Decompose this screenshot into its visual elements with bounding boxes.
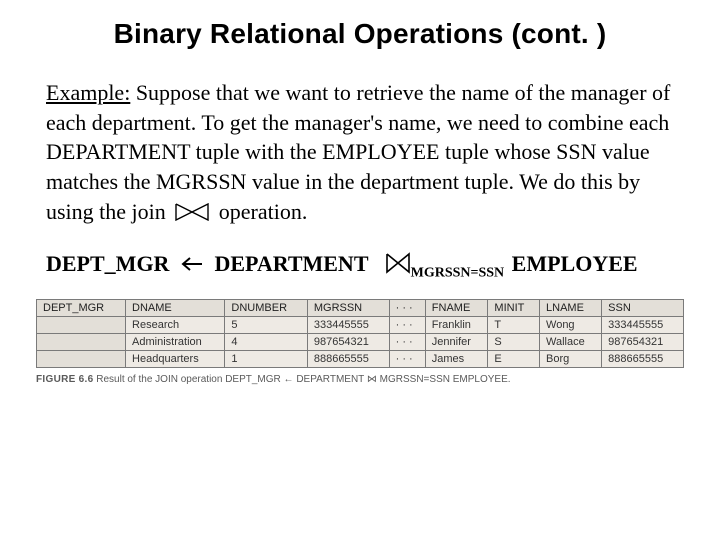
col-dnumber: DNUMBER	[225, 299, 307, 316]
table-corner: DEPT_MGR	[37, 299, 126, 316]
cell: 1	[225, 350, 307, 367]
cell: S	[488, 333, 540, 350]
cell: T	[488, 316, 540, 333]
cell: Research	[126, 316, 225, 333]
cell: 888665555	[602, 350, 684, 367]
join-icon-formula	[385, 252, 411, 280]
cell: James	[425, 350, 488, 367]
table-row: Administration 4 987654321 · · · Jennife…	[37, 333, 684, 350]
col-dots: · · ·	[389, 299, 425, 316]
cell: E	[488, 350, 540, 367]
formula-rel2: EMPLOYEE	[512, 251, 638, 276]
formula-lhs: DEPT_MGR	[46, 251, 169, 276]
cell-dots: · · ·	[389, 316, 425, 333]
cell: 987654321	[307, 333, 389, 350]
col-ssn: SSN	[602, 299, 684, 316]
table-row: Headquarters 1 888665555 · · · James E B…	[37, 350, 684, 367]
slide-root: Binary Relational Operations (cont. ) Ex…	[0, 0, 720, 540]
row-stub	[37, 333, 126, 350]
row-stub	[37, 316, 126, 333]
body-text-after: operation.	[213, 199, 307, 224]
cell: Wong	[540, 316, 602, 333]
cell: Jennifer	[425, 333, 488, 350]
col-lname: LNAME	[540, 299, 602, 316]
result-table: DEPT_MGR DNAME DNUMBER MGRSSN · · · FNAM…	[36, 299, 684, 368]
cell: 987654321	[602, 333, 684, 350]
formula-subscript: MGRSSN=SSN	[411, 265, 505, 280]
col-mgrssn: MGRSSN	[307, 299, 389, 316]
body-text-main: Suppose that we want to retrieve the nam…	[46, 80, 670, 224]
row-stub	[37, 350, 126, 367]
cell: Administration	[126, 333, 225, 350]
col-fname: FNAME	[425, 299, 488, 316]
cell: 4	[225, 333, 307, 350]
cell: 5	[225, 316, 307, 333]
slide-title: Binary Relational Operations (cont. )	[0, 0, 720, 50]
col-minit: MINIT	[488, 299, 540, 316]
left-arrow-icon	[181, 251, 203, 277]
cell-dots: · · ·	[389, 333, 425, 350]
cell: 333445555	[307, 316, 389, 333]
cell-dots: · · ·	[389, 350, 425, 367]
cell: Borg	[540, 350, 602, 367]
formula-rel1: DEPARTMENT	[214, 251, 368, 276]
formula-line: DEPT_MGR DEPARTMENT MGRSSN=SSN EMPLOYEE	[0, 229, 720, 281]
cell: 333445555	[602, 316, 684, 333]
figure-label: FIGURE 6.6	[36, 374, 93, 385]
cell: Headquarters	[126, 350, 225, 367]
table-row: Research 5 333445555 · · · Franklin T Wo…	[37, 316, 684, 333]
figure-wrap: DEPT_MGR DNAME DNUMBER MGRSSN · · · FNAM…	[0, 281, 720, 385]
figure-caption-text: Result of the JOIN operation DEPT_MGR ← …	[93, 374, 510, 385]
col-dname: DNAME	[126, 299, 225, 316]
cell: Franklin	[425, 316, 488, 333]
table-header-row: DEPT_MGR DNAME DNUMBER MGRSSN · · · FNAM…	[37, 299, 684, 316]
cell: 888665555	[307, 350, 389, 367]
cell: Wallace	[540, 333, 602, 350]
example-label: Example:	[46, 80, 130, 105]
join-icon	[175, 199, 209, 229]
body-paragraph: Example: Suppose that we want to retriev…	[0, 50, 720, 229]
figure-caption: FIGURE 6.6 Result of the JOIN operation …	[36, 368, 684, 385]
